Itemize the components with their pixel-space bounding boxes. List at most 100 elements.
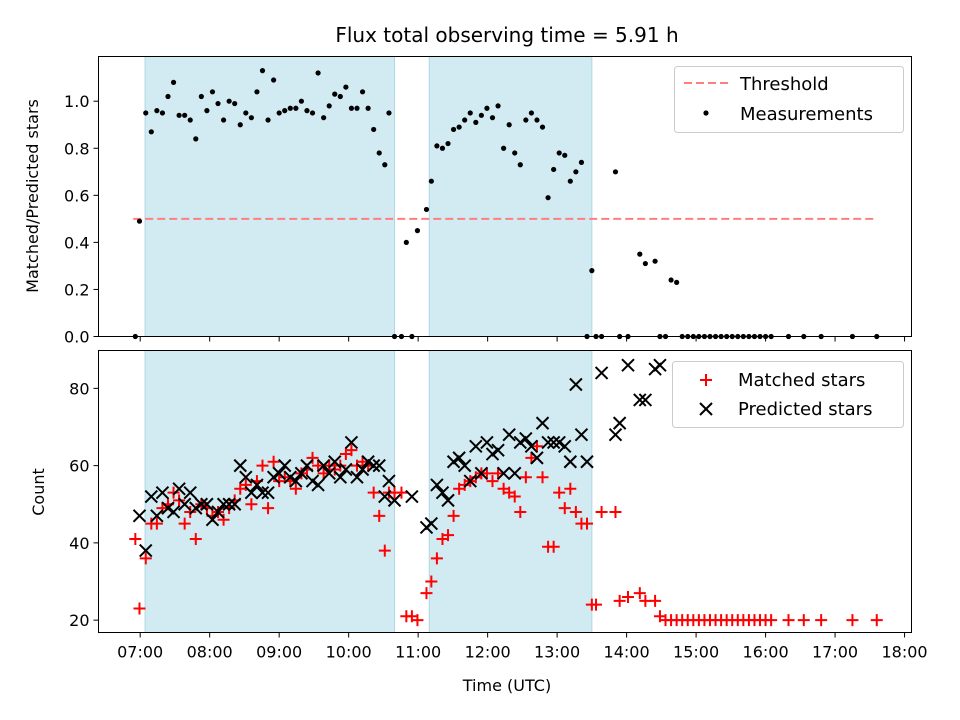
predicted-stars-series	[132, 358, 667, 558]
matched-star-marker	[173, 494, 186, 507]
matched-star-marker	[395, 486, 408, 499]
x-tick-label: 08:00	[187, 643, 233, 662]
measurement-point	[282, 108, 288, 114]
predicted-star-marker	[480, 435, 494, 450]
predicted-star-marker	[638, 393, 653, 407]
count-panel-frame	[98, 350, 912, 633]
predicted-star-marker	[339, 462, 353, 477]
matched-star-marker	[334, 459, 347, 472]
x-tick-label: 10:00	[326, 643, 372, 662]
predicted-star-marker	[405, 489, 419, 504]
y-tick-label: 0.6	[64, 186, 89, 205]
matched-star-marker	[256, 459, 269, 472]
predicted-star-marker	[300, 458, 314, 473]
measurement-point	[354, 105, 360, 111]
predicted-star-marker	[183, 485, 197, 500]
matched-star-marker	[217, 513, 230, 526]
x-tick-label: 16:00	[743, 643, 789, 662]
predicted-star-marker	[474, 466, 489, 481]
measurement-point	[674, 279, 680, 285]
predicted-star-marker	[316, 458, 331, 473]
predicted-star-marker	[350, 470, 364, 484]
ratio-legend: Threshold Measurements	[674, 66, 904, 133]
measurement-point	[637, 251, 643, 257]
predicted-star-marker	[155, 485, 170, 500]
measurement-point	[489, 115, 496, 121]
measurement-point	[170, 79, 177, 85]
y-tick-label: 60	[69, 457, 89, 476]
predicted-star-marker	[177, 497, 192, 511]
measurement-point	[478, 112, 484, 118]
matched-star-marker	[590, 598, 603, 611]
measurement-point	[668, 277, 674, 283]
measurement-point	[434, 143, 440, 149]
measurement-point	[298, 98, 305, 104]
measurement-point	[456, 124, 462, 130]
ratio-x-ticks	[139, 336, 906, 342]
measurement-point	[439, 145, 446, 151]
measurement-point	[501, 145, 507, 151]
measurement-point	[176, 112, 182, 118]
matched-star-marker	[139, 552, 152, 565]
predicted-star-marker	[502, 428, 516, 442]
predicted-star-marker	[452, 451, 466, 465]
predicted-star-marker	[558, 439, 572, 454]
matched-star-marker	[239, 478, 252, 491]
predicted-star-marker	[574, 428, 589, 442]
y-tick-label: 0.0	[64, 328, 89, 347]
matched-star-marker	[306, 451, 319, 464]
matched-star-marker	[367, 486, 380, 499]
measurement-point	[204, 108, 210, 114]
predicted-star-marker	[166, 505, 181, 519]
measurement-point	[523, 117, 529, 123]
matched-star-marker	[870, 614, 883, 627]
measurement-point	[259, 68, 266, 74]
matched-star-marker	[530, 440, 543, 453]
predicted-star-marker	[239, 470, 253, 484]
predicted-star-marker	[366, 458, 381, 473]
measurement-point	[315, 70, 321, 76]
measurement-point	[403, 239, 409, 245]
matched-star-marker	[189, 533, 202, 546]
count-y-ticks: 20 40 60 80	[69, 379, 99, 630]
predicted-star-marker	[563, 455, 578, 469]
ratio-y-ticks: 0.0 0.2 0.4 0.6 0.8 1.0	[64, 92, 99, 347]
matched-star-marker	[782, 614, 795, 627]
y-tick-label: 0.2	[64, 280, 89, 299]
matched-legend-swatch	[700, 374, 712, 386]
predicted-star-marker	[382, 474, 396, 488]
matched-star-marker	[420, 587, 433, 600]
measurement-point	[348, 105, 355, 111]
predicted-star-marker	[469, 439, 483, 454]
predicted-star-marker	[328, 455, 342, 469]
predicted-star-marker	[205, 512, 220, 527]
measurement-point	[198, 93, 204, 100]
matched-star-marker	[480, 467, 493, 480]
measurement-point	[326, 103, 332, 109]
measurement-point	[248, 115, 254, 121]
measurement-point	[237, 122, 243, 128]
predicted-star-marker	[612, 416, 627, 430]
matched-star-marker	[267, 455, 280, 468]
measurement-point	[165, 93, 171, 100]
measurements-series	[132, 68, 880, 340]
predicted-star-marker	[311, 478, 325, 492]
y-tick-label: 1.0	[64, 92, 89, 111]
matched-star-marker	[486, 475, 499, 488]
measurement-point	[159, 110, 166, 116]
measurements-legend-label: Measurements	[740, 104, 873, 125]
matched-star-marker	[649, 594, 662, 607]
measurement-point	[467, 110, 473, 116]
predicted-star-marker	[496, 466, 511, 481]
predicted-star-marker	[139, 543, 153, 558]
predicted-star-marker	[278, 458, 292, 473]
predicted-star-marker	[513, 435, 527, 450]
threshold-legend-label: Threshold	[739, 74, 829, 95]
matched-legend-label: Matched stars	[738, 370, 865, 391]
measurement-point	[495, 103, 501, 109]
matched-star-marker	[129, 533, 142, 546]
matched-star-marker	[447, 509, 460, 522]
matched-star-marker	[558, 502, 571, 515]
measurement-point	[359, 89, 366, 95]
measurement-point	[642, 260, 648, 267]
